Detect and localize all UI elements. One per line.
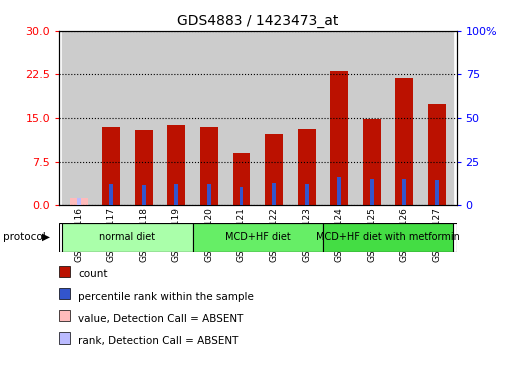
Text: normal diet: normal diet: [100, 232, 155, 242]
Bar: [298, 129, 315, 205]
Bar: [356, 31, 388, 205]
Bar: [102, 127, 120, 205]
Text: count: count: [78, 269, 108, 279]
Bar: [388, 31, 421, 205]
Bar: [142, 185, 146, 205]
Bar: [258, 31, 290, 205]
Bar: [323, 223, 453, 252]
Text: MCD+HF diet: MCD+HF diet: [225, 232, 291, 242]
Text: ▶: ▶: [42, 232, 50, 242]
Bar: [272, 183, 276, 205]
Bar: [396, 78, 413, 205]
Bar: [305, 184, 309, 205]
Bar: [192, 31, 225, 205]
Bar: [338, 177, 341, 205]
Bar: [428, 104, 446, 205]
Bar: [435, 180, 439, 205]
Bar: [421, 31, 453, 205]
Bar: [323, 31, 356, 205]
Bar: [370, 179, 374, 205]
Text: value, Detection Call = ABSENT: value, Detection Call = ABSENT: [78, 314, 243, 324]
Text: protocol: protocol: [3, 232, 45, 242]
Bar: [192, 223, 323, 252]
Bar: [232, 153, 250, 205]
Bar: [76, 198, 81, 205]
Bar: [363, 119, 381, 205]
Text: percentile rank within the sample: percentile rank within the sample: [78, 291, 254, 301]
Bar: [225, 31, 258, 205]
Bar: [70, 199, 88, 205]
Bar: [207, 184, 211, 205]
Text: MCD+HF diet with metformin: MCD+HF diet with metformin: [316, 232, 460, 242]
Bar: [290, 31, 323, 205]
Bar: [200, 127, 218, 205]
Bar: [167, 125, 185, 205]
Bar: [95, 31, 127, 205]
Bar: [265, 134, 283, 205]
Bar: [135, 130, 153, 205]
Bar: [62, 31, 95, 205]
Bar: [403, 179, 406, 205]
Bar: [109, 184, 113, 205]
Text: rank, Detection Call = ABSENT: rank, Detection Call = ABSENT: [78, 336, 239, 346]
Bar: [330, 71, 348, 205]
Bar: [160, 31, 192, 205]
Bar: [240, 187, 244, 205]
Bar: [62, 223, 192, 252]
Bar: [127, 31, 160, 205]
Bar: [174, 184, 179, 205]
Title: GDS4883 / 1423473_at: GDS4883 / 1423473_at: [177, 14, 339, 28]
